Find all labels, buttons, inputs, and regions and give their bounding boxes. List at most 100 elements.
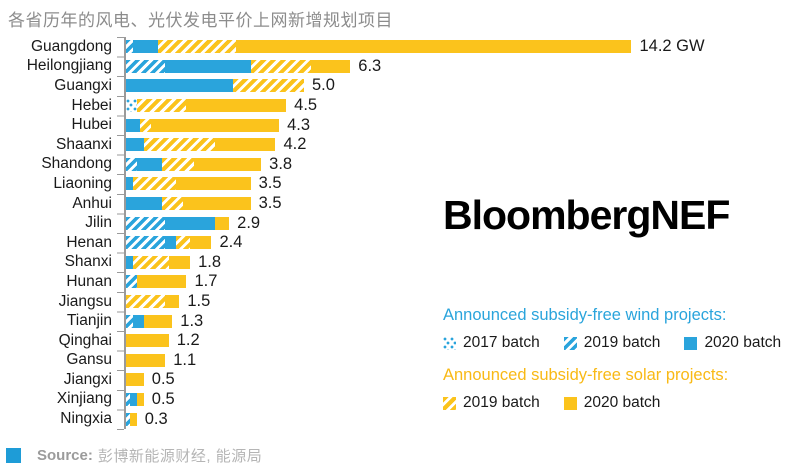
bar-segment-solar2019 — [232, 79, 304, 93]
bar-area: 3.5 — [120, 174, 800, 193]
bar-segment-solar2020 — [168, 255, 191, 269]
bar-segment-solar2020 — [175, 177, 251, 191]
legend-item-wind2017: 2017 batch — [443, 334, 540, 352]
bar-area: 0.3 — [120, 410, 800, 429]
bar-segment-wind2019 — [126, 216, 166, 230]
bar-segment-wind2019 — [126, 392, 130, 406]
value-label: 1.2 — [176, 331, 200, 350]
chart-title: 各省历年的风电、光伏发电平价上网新增规划项目 — [8, 11, 393, 30]
province-label: Liaoning — [53, 174, 112, 192]
bar-segment-solar2019 — [126, 295, 166, 309]
province-label: Hebei — [71, 96, 113, 114]
source-label: Source: — [37, 447, 93, 464]
axis-line — [124, 37, 126, 429]
bar-segment-solar2019 — [157, 40, 237, 54]
bar-segment-wind2020 — [165, 59, 251, 73]
bar-area: 1.2 — [120, 331, 800, 350]
legend-solar-header: Announced subsidy-free solar projects: — [443, 366, 729, 384]
bar-segment-wind2020 — [165, 216, 215, 230]
province-label: Hubei — [71, 116, 113, 134]
value-label: 4.2 — [283, 135, 307, 154]
bar-segment-wind2019 — [126, 59, 166, 73]
bar-segment-wind2019 — [126, 412, 130, 426]
bar-segment-solar2020 — [136, 275, 187, 289]
bar-segment-wind2019 — [126, 314, 134, 328]
legend-wind-header: Announced subsidy-free wind projects: — [443, 306, 727, 324]
bar-row: Guangxi 5.0 — [0, 76, 800, 96]
province-label: Heilongjiang — [26, 57, 112, 75]
value-label: 3.5 — [258, 174, 282, 193]
bar-row: Xinjiang 0.5 — [0, 390, 800, 410]
bar-segment-solar2020 — [126, 373, 144, 387]
value-label: 0.3 — [144, 409, 168, 428]
bar-area: 14.2 GW — [120, 37, 800, 56]
value-label: 4.3 — [287, 115, 310, 134]
province-label: Jilin — [85, 214, 112, 232]
value-label: 0.5 — [151, 370, 175, 389]
bar-segment-wind2020 — [165, 236, 176, 250]
province-label: Anhui — [72, 194, 112, 212]
axis-ticks — [117, 37, 124, 430]
value-label: 2.4 — [219, 233, 243, 252]
legend-item-label: 2019 batch — [583, 334, 661, 351]
bar-area: 4.3 — [120, 116, 800, 135]
province-label: Tianjin — [66, 312, 112, 330]
legend-item-label: 2019 batch — [463, 394, 540, 411]
bar-area: 0.5 — [120, 390, 800, 409]
province-label: Shaanxi — [55, 135, 112, 153]
bar-row: Shanxi 1.8 — [0, 253, 800, 273]
legend-marker-wind2019-icon — [563, 336, 577, 350]
bar-segment-solar2020 — [136, 392, 144, 406]
bar-row: Qinghai 1.2 — [0, 331, 800, 351]
province-label: Hunan — [66, 272, 112, 290]
bar-segment-solar2019 — [133, 177, 176, 191]
province-label: Jiangxi — [63, 370, 112, 388]
value-label: 3.8 — [269, 154, 293, 173]
bar-rows: Guangdong 14.2 GW Heilongjiang 6.3 Guangxi 5.… — [0, 37, 800, 429]
bar-row: Jilin 2.9 — [0, 213, 800, 233]
bar-area: 5.0 — [120, 76, 800, 95]
bar-area: 3.5 — [120, 194, 800, 213]
bar-segment-solar2020 — [311, 59, 351, 73]
value-label: 3.5 — [258, 194, 282, 213]
bar-segment-solar2020 — [186, 99, 287, 113]
bar-segment-wind2019 — [126, 236, 166, 250]
bar-segment-solar2019 — [175, 236, 191, 250]
bar-area: 6.3 — [120, 57, 800, 76]
province-label: Guangdong — [30, 37, 112, 55]
legend-marker-wind2017-icon — [443, 336, 456, 350]
bar-row: Anhui 3.5 — [0, 194, 800, 214]
bar-segment-wind2020 — [133, 314, 144, 328]
legend-item-label: 2020 batch — [583, 394, 661, 411]
bar-segment-solar2019 — [140, 118, 151, 132]
bar-row: Liaoning 3.5 — [0, 174, 800, 194]
value-label: 14.2 GW — [639, 37, 705, 56]
legend: Announced subsidy-free wind projects: 20… — [443, 306, 793, 412]
bar-segment-wind2020 — [133, 40, 158, 54]
bar-segment-solar2020 — [143, 314, 173, 328]
bar-segment-wind2019 — [126, 40, 134, 54]
bar-segment-solar2020 — [126, 334, 169, 348]
legend-solar-items: 2019 batch 2020 batch — [443, 394, 793, 412]
value-label: 0.5 — [151, 389, 175, 408]
bar-row: Henan 2.4 — [0, 233, 800, 253]
province-label: Shandong — [41, 155, 112, 173]
legend-item-label: 2017 batch — [463, 334, 540, 351]
bar-segment-wind2020 — [126, 197, 162, 211]
value-label: 1.5 — [187, 292, 211, 311]
bar-segment-wind2020 — [126, 118, 141, 132]
value-label: 5.0 — [311, 76, 335, 95]
value-label: 1.7 — [194, 272, 218, 291]
bar-area: 0.5 — [120, 370, 800, 389]
bar-segment-solar2020 — [214, 216, 230, 230]
legend-item-wind2020: 2020 batch — [684, 334, 781, 352]
province-label: Shanxi — [64, 253, 112, 271]
bar-segment-solar2019 — [161, 157, 194, 171]
bar-area: 4.5 — [120, 96, 800, 115]
province-label: Guangxi — [54, 76, 112, 94]
value-label: 1.3 — [180, 311, 204, 330]
bar-row: Shaanxi 4.2 — [0, 135, 800, 155]
legend-item-solar2019: 2019 batch — [443, 394, 540, 412]
bar-segment-wind2020 — [126, 138, 144, 152]
